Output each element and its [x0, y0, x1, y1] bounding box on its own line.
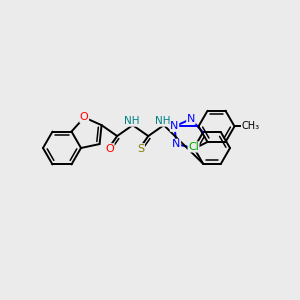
- Text: N: N: [170, 122, 179, 131]
- Text: O: O: [80, 112, 88, 122]
- Text: NH: NH: [124, 116, 140, 126]
- Text: NH: NH: [155, 116, 171, 126]
- Text: N: N: [172, 139, 181, 149]
- Text: O: O: [105, 144, 114, 154]
- Text: Cl: Cl: [188, 142, 199, 152]
- Text: N: N: [187, 114, 195, 124]
- Text: CH₃: CH₃: [242, 122, 260, 131]
- Text: S: S: [137, 144, 144, 154]
